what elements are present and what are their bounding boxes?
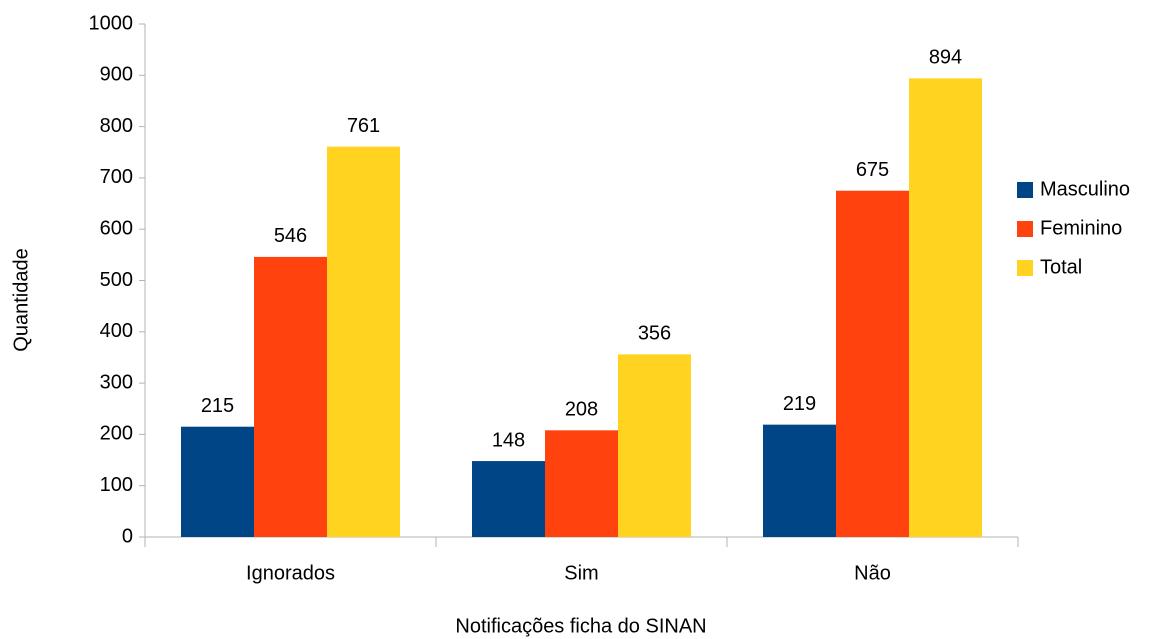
data-label: 546 <box>274 225 307 247</box>
legend-label: Masculino <box>1040 178 1130 200</box>
data-label: 148 <box>492 429 525 451</box>
y-tick-label: 1000 <box>89 12 134 34</box>
bar <box>327 146 400 537</box>
legend-swatch <box>1017 260 1033 276</box>
y-tick-label: 700 <box>100 166 133 188</box>
bar <box>254 256 327 537</box>
bar <box>763 424 836 537</box>
bar <box>909 78 982 538</box>
y-tick-label: 900 <box>100 64 133 86</box>
y-tick-label: 600 <box>100 217 133 239</box>
legend-swatch <box>1017 182 1033 198</box>
data-label: 761 <box>347 115 380 137</box>
legend-label: Total <box>1040 256 1082 278</box>
bar <box>181 426 254 537</box>
y-tick-label: 200 <box>100 423 133 445</box>
bar <box>618 354 691 537</box>
data-label: 219 <box>783 393 816 415</box>
data-label: 215 <box>201 395 234 417</box>
legend-swatch <box>1017 221 1033 237</box>
legend-label: Feminino <box>1040 217 1122 239</box>
bar <box>836 190 909 537</box>
data-label: 894 <box>929 47 962 69</box>
bar <box>545 430 618 537</box>
bar <box>472 461 545 537</box>
x-tick-label: Sim <box>564 562 598 584</box>
y-tick-label: 100 <box>100 474 133 496</box>
data-label: 208 <box>565 399 598 421</box>
x-tick-label: Ignorados <box>246 562 335 584</box>
x-tick-label: Não <box>854 562 891 584</box>
data-label: 356 <box>638 323 671 345</box>
y-tick-label: 0 <box>122 525 133 547</box>
data-label: 675 <box>856 159 889 181</box>
y-axis-label: Quantidade <box>10 248 32 351</box>
x-axis-label: Notificações ficha do SINAN <box>455 615 706 637</box>
y-tick-label: 800 <box>100 115 133 137</box>
y-tick-label: 500 <box>100 269 133 291</box>
y-tick-label: 300 <box>100 371 133 393</box>
y-tick-label: 400 <box>100 320 133 342</box>
